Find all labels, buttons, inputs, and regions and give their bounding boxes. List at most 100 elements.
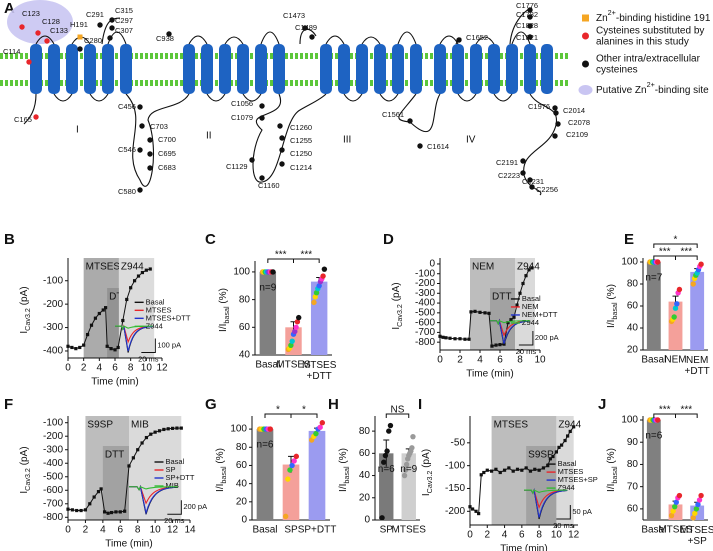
y-tick-label: -400 [415, 298, 435, 309]
scale-label: 200 pA [183, 502, 207, 511]
loop [361, 36, 381, 45]
legend-label: alanines in this study [596, 36, 689, 47]
data-point [292, 328, 298, 335]
data-point [129, 286, 133, 290]
data-point [410, 433, 416, 440]
loop [89, 93, 109, 102]
loop [224, 36, 244, 45]
loop [260, 31, 280, 45]
data-point [289, 338, 295, 344]
text-run: basal [342, 466, 351, 484]
text-run: -binding site [655, 85, 709, 96]
data-point [317, 424, 323, 430]
significance-label: *** [275, 250, 287, 261]
data-point [136, 448, 140, 452]
n-label: n=9 [259, 283, 276, 294]
x-tick-label: 12 [568, 530, 580, 541]
data-point [512, 315, 516, 319]
data-point [157, 429, 162, 433]
data-point [381, 459, 387, 465]
inset-legend-label: Basal [146, 297, 165, 306]
residue-marker [302, 25, 308, 31]
helix [541, 44, 553, 94]
helix [219, 44, 231, 94]
data-point [524, 274, 528, 278]
data-point [559, 443, 564, 447]
data-point [70, 345, 74, 350]
inset-trace [490, 318, 531, 344]
n-label: n=9 [400, 464, 417, 475]
x-tick-label: 4 [477, 355, 483, 366]
scale-label: 20 ms [164, 516, 185, 525]
panel-letter: C [205, 231, 216, 248]
helix [237, 44, 249, 94]
inset-trace [129, 484, 179, 515]
scale-label: 20 ms [516, 347, 537, 356]
loop [493, 93, 513, 102]
band-label: Z944 [517, 262, 540, 273]
inset-legend-label: NEM [522, 302, 539, 311]
data-point [498, 343, 502, 347]
panel-letter: B [4, 231, 15, 248]
x-tick-label: 6 [118, 525, 124, 536]
data-point [83, 508, 88, 512]
residue-label: C1214 [290, 163, 312, 172]
data-point [520, 468, 524, 472]
helix [470, 44, 482, 94]
text-run: (%) [218, 288, 229, 306]
panel-letter: E [624, 231, 634, 248]
residue-label: C1129 [226, 162, 248, 171]
text-run: basal [610, 466, 619, 484]
data-point [149, 432, 153, 436]
x-tick-label: 8 [517, 355, 523, 366]
x-axis-title: Time (min) [91, 377, 138, 388]
loop [206, 93, 226, 102]
residue-marker [33, 114, 39, 120]
inset-legend-label: SP [165, 465, 175, 474]
text-run: I/I [338, 484, 349, 492]
data-point [409, 445, 415, 451]
scale-label: 100 pA [157, 340, 181, 349]
helix [452, 44, 464, 94]
data-point [131, 456, 135, 460]
data-point [97, 311, 101, 316]
band-label: Z944 [121, 262, 144, 273]
text-run: (%) [606, 284, 617, 302]
y-tick-label: 20 [359, 492, 371, 503]
y-tick-label: 40 [627, 323, 639, 334]
data-point [166, 427, 170, 431]
n-label: n=6 [378, 464, 395, 475]
loop [398, 93, 441, 133]
data-point [96, 490, 101, 494]
x-tick-label: 0 [437, 355, 443, 366]
x-tick-label: 2 [457, 355, 463, 366]
text-run: (%) [606, 448, 617, 466]
inset-legend-label: Basal [522, 294, 541, 303]
data-point [109, 347, 113, 351]
y-tick-label: 20 [627, 345, 639, 356]
legend-label: Putative Zn2+-binding site [596, 80, 709, 95]
residue-label: C297 [115, 16, 133, 25]
x-tick-label: NEM +DTT [685, 355, 710, 377]
residue-marker [527, 14, 533, 20]
residue-label: C700 [158, 135, 176, 144]
residue-marker [259, 103, 265, 109]
loop [511, 31, 531, 45]
x-tick-label: 4 [502, 530, 508, 541]
data-point [671, 314, 677, 320]
inset-legend-label: MTSES [146, 305, 172, 314]
data-point [118, 510, 122, 514]
data-point [403, 461, 410, 468]
residue-label: C456 [118, 102, 136, 111]
loop [188, 35, 208, 45]
panel-letter: J [598, 396, 606, 413]
y-tick-label: 80 [359, 426, 371, 437]
data-point [470, 507, 475, 511]
panel-letter: D [383, 231, 394, 248]
text-run: cysteines [596, 64, 638, 75]
inset-legend-label: Z944 [558, 483, 575, 492]
text-run: basal [222, 306, 231, 324]
data-point [518, 291, 522, 295]
bar [668, 301, 683, 350]
significance-label: * [276, 405, 280, 416]
